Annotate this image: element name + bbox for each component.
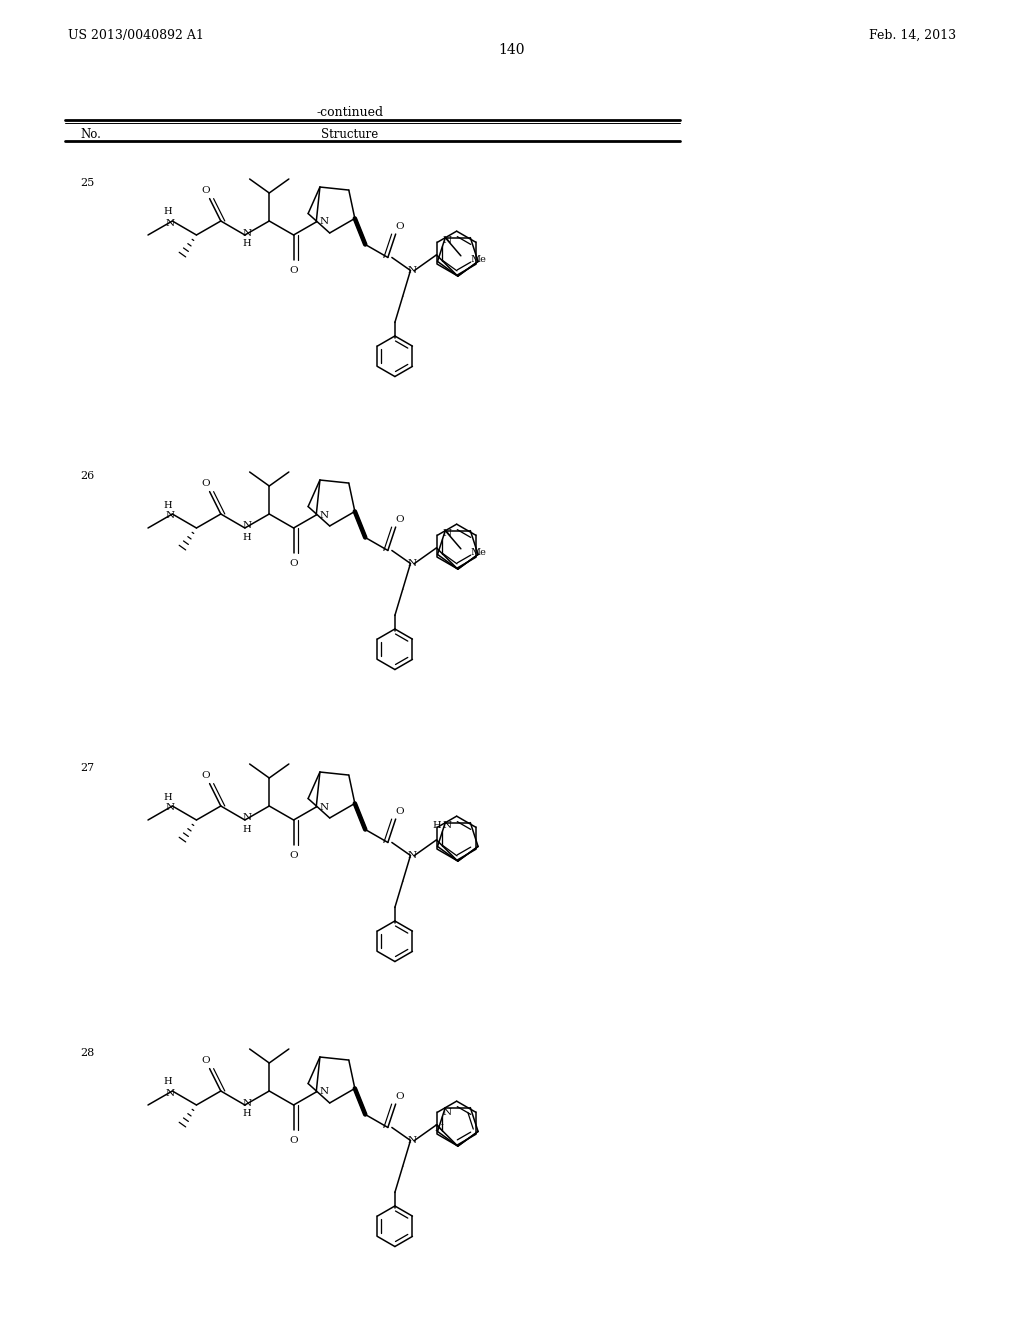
Text: N: N bbox=[408, 558, 417, 568]
Text: Feb. 14, 2013: Feb. 14, 2013 bbox=[869, 29, 956, 41]
Text: N: N bbox=[243, 813, 252, 822]
Text: N: N bbox=[442, 529, 452, 539]
Text: H: H bbox=[243, 825, 251, 833]
Text: N: N bbox=[243, 521, 252, 531]
Text: N: N bbox=[442, 821, 452, 830]
Text: H: H bbox=[243, 239, 251, 248]
Text: N: N bbox=[319, 218, 329, 227]
Text: O: O bbox=[290, 265, 298, 275]
Text: O: O bbox=[202, 1056, 210, 1065]
Text: 27: 27 bbox=[80, 763, 94, 774]
Text: 26: 26 bbox=[80, 471, 94, 480]
Text: N: N bbox=[166, 804, 175, 813]
Text: Me: Me bbox=[471, 548, 486, 557]
Text: O: O bbox=[290, 850, 298, 859]
Text: N: N bbox=[408, 265, 417, 275]
Text: N: N bbox=[442, 236, 452, 246]
Text: H: H bbox=[163, 207, 172, 216]
Text: N: N bbox=[442, 1107, 452, 1117]
Text: 25: 25 bbox=[80, 178, 94, 187]
Text: N: N bbox=[166, 219, 175, 227]
Text: N: N bbox=[243, 1098, 252, 1107]
Text: O: O bbox=[290, 558, 298, 568]
Text: 140: 140 bbox=[499, 44, 525, 57]
Text: N: N bbox=[166, 1089, 175, 1097]
Text: N: N bbox=[319, 1088, 329, 1097]
Text: O: O bbox=[395, 222, 404, 231]
Text: O: O bbox=[202, 479, 210, 488]
Text: O: O bbox=[202, 186, 210, 195]
Text: H: H bbox=[433, 821, 441, 830]
Text: N: N bbox=[166, 511, 175, 520]
Text: O: O bbox=[395, 807, 404, 816]
Text: N: N bbox=[243, 228, 252, 238]
Text: N: N bbox=[435, 1123, 444, 1133]
Text: Me: Me bbox=[471, 255, 486, 264]
Text: Structure: Structure bbox=[322, 128, 379, 140]
Text: O: O bbox=[395, 1092, 404, 1101]
Text: H: H bbox=[163, 1077, 172, 1086]
Text: 28: 28 bbox=[80, 1048, 94, 1059]
Text: O: O bbox=[395, 515, 404, 524]
Text: N: N bbox=[408, 851, 417, 859]
Text: H: H bbox=[163, 500, 172, 510]
Text: No.: No. bbox=[80, 128, 101, 140]
Text: N: N bbox=[408, 1137, 417, 1144]
Text: N: N bbox=[319, 511, 329, 520]
Text: H: H bbox=[243, 532, 251, 541]
Text: H: H bbox=[163, 792, 172, 801]
Text: O: O bbox=[202, 771, 210, 780]
Text: -continued: -continued bbox=[316, 106, 384, 119]
Text: H: H bbox=[243, 1110, 251, 1118]
Text: N: N bbox=[319, 803, 329, 812]
Text: O: O bbox=[290, 1135, 298, 1144]
Text: US 2013/0040892 A1: US 2013/0040892 A1 bbox=[68, 29, 204, 41]
